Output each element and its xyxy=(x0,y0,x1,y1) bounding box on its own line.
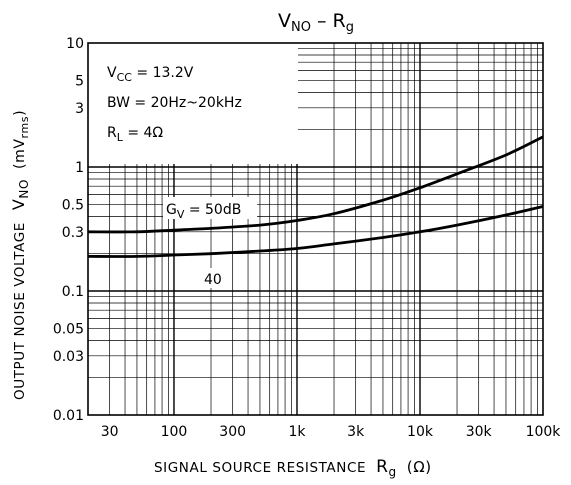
y-tick-label: 0.5 xyxy=(62,197,84,213)
conditions-box xyxy=(88,43,298,164)
condition-bw: BW = 20Hz~20kHz xyxy=(107,95,242,111)
y-tick-label: 0.05 xyxy=(53,321,84,337)
series-label-40db: 40 xyxy=(204,272,222,288)
x-tick-label: 30 xyxy=(101,424,119,440)
series-line-0 xyxy=(87,135,544,234)
y-tick-label: 5 xyxy=(75,73,84,89)
y-tick-label: 10 xyxy=(66,36,84,52)
x-tick-label: 300 xyxy=(219,424,246,440)
curves xyxy=(87,135,544,258)
x-tick-label: 100k xyxy=(526,424,562,440)
tick-labels: 30 100 300 1k 3k 10k 30k 100k 10 5 3 1 0.5 0.3 0.1 0.05… xyxy=(53,36,561,440)
y-tick-label: 0.01 xyxy=(53,408,84,424)
y-tick-label: 0.1 xyxy=(62,284,84,300)
condition-vcc: VCC = 13.2V xyxy=(107,65,194,84)
series-label-40db-bg xyxy=(198,268,228,288)
y-tick-label: 0.03 xyxy=(53,349,84,365)
x-tick-label: 30k xyxy=(466,424,493,440)
y-tick-label: 0.3 xyxy=(62,225,84,241)
series-label-50db: GV = 50dB xyxy=(166,202,241,221)
x-axis-label: SIGNAL SOURCE RESISTANCE Rg (Ω) xyxy=(154,457,432,479)
chart-title: VNO – Rg xyxy=(278,10,354,35)
y-tick-label: 1 xyxy=(75,160,84,176)
condition-rl: RL = 4Ω xyxy=(107,125,163,144)
labels: VNO – Rg VCC = 13.2V BW = 20Hz~20kHz RL … xyxy=(9,10,432,479)
x-tick-label: 100 xyxy=(161,424,188,440)
x-tick-label: 10k xyxy=(407,424,434,440)
y-axis-label: OUTPUT NOISE VOLTAGEVNO(mVrms) xyxy=(9,110,31,400)
plot-frame xyxy=(87,42,544,416)
series-line-1 xyxy=(87,205,544,258)
y-tick-label: 3 xyxy=(75,101,84,117)
x-tick-label: 3k xyxy=(347,424,365,440)
x-tick-label: 1k xyxy=(288,424,306,440)
series-label-50db-bg xyxy=(163,197,257,219)
